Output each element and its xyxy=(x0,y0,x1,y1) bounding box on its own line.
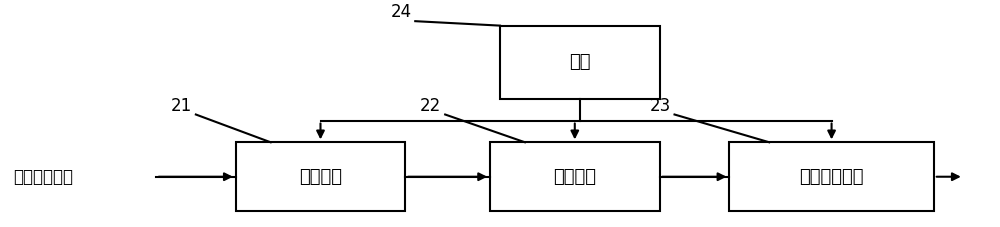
Bar xyxy=(236,142,405,211)
Text: 21: 21 xyxy=(171,97,192,115)
Bar xyxy=(490,142,660,211)
Text: 感应电压信号: 感应电压信号 xyxy=(13,168,73,186)
Text: 信号调理电路: 信号调理电路 xyxy=(799,168,864,186)
Text: 24: 24 xyxy=(390,3,411,21)
Text: 保护电路: 保护电路 xyxy=(299,168,342,186)
Bar xyxy=(500,26,660,99)
Text: 23: 23 xyxy=(650,97,671,115)
Text: 滤波电路: 滤波电路 xyxy=(553,168,596,186)
Bar xyxy=(729,142,934,211)
Text: 电源: 电源 xyxy=(569,53,591,71)
Text: 22: 22 xyxy=(420,97,441,115)
